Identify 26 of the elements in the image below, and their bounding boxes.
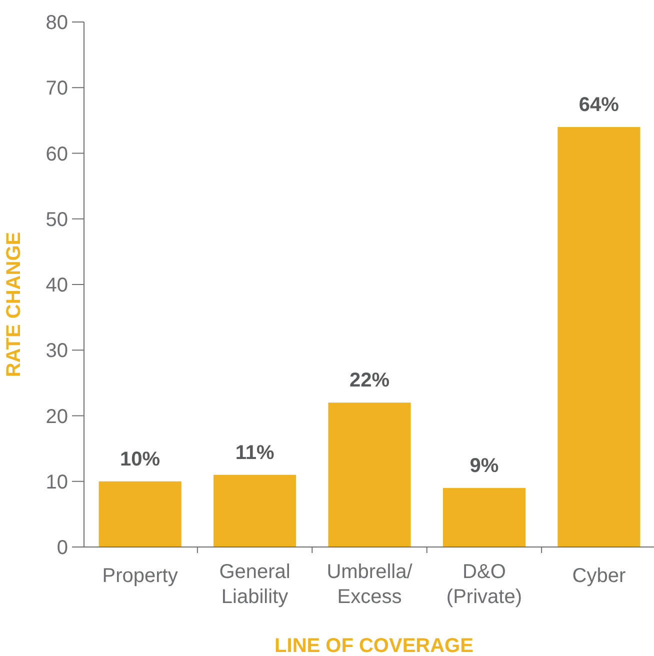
y-tick-label: 80 bbox=[46, 12, 68, 34]
x-tick-label: Cyber bbox=[572, 565, 626, 587]
x-axis-title: LINE OF COVERAGE bbox=[274, 635, 474, 656]
y-tick-label: 0 bbox=[56, 537, 68, 559]
y-tick-label: 30 bbox=[46, 340, 68, 362]
data-label: 11% bbox=[235, 442, 274, 464]
y-tick-label: 70 bbox=[46, 78, 68, 100]
data-label: 22% bbox=[349, 370, 390, 392]
y-tick-label: 60 bbox=[46, 143, 68, 166]
bar bbox=[558, 127, 640, 547]
bar bbox=[442, 488, 526, 547]
bar bbox=[328, 402, 411, 547]
y-tick-label: 10 bbox=[46, 471, 68, 494]
y-tick-label: 50 bbox=[46, 208, 68, 231]
x-tick-label: Umbrella/Excess bbox=[326, 561, 413, 608]
y-tick-label: 40 bbox=[46, 274, 68, 296]
data-label: 10% bbox=[120, 448, 160, 470]
x-tick-label: General Liability bbox=[219, 561, 290, 608]
data-label: 64% bbox=[578, 94, 620, 116]
y-tick-label: 20 bbox=[46, 406, 68, 428]
data-label: 9% bbox=[470, 454, 499, 477]
bar bbox=[98, 481, 182, 547]
y-axis-title: RATE CHANGE bbox=[3, 232, 25, 378]
bar bbox=[213, 474, 296, 547]
x-tick-label: D&O (Private) bbox=[446, 561, 522, 608]
x-tick-label: Property bbox=[102, 565, 178, 587]
